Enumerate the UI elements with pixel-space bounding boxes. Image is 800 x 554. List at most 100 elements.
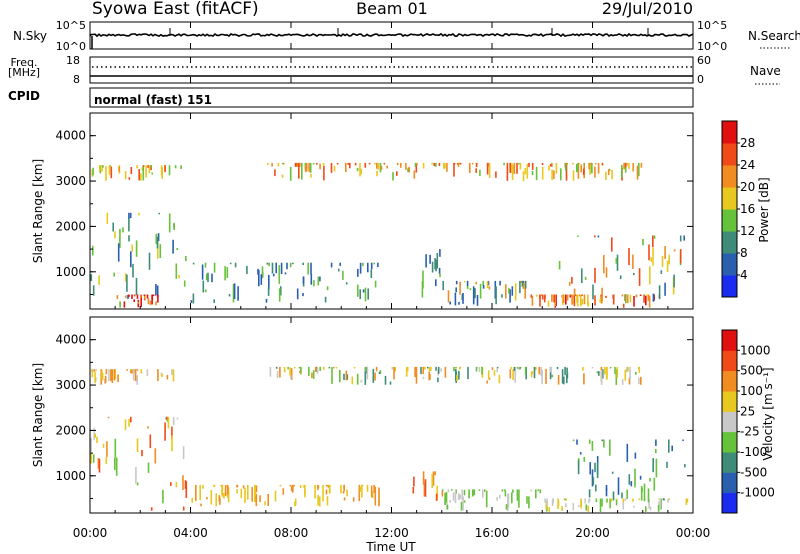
range-gate-cell	[92, 167, 94, 176]
range-gate-cell	[357, 268, 359, 277]
range-gate-cell	[657, 504, 660, 512]
range-gate-cell	[128, 177, 131, 180]
range-gate-cell	[364, 287, 367, 302]
range-gate-cell	[147, 297, 150, 305]
range-gate-cell	[274, 169, 276, 177]
range-gate-cell	[469, 288, 472, 291]
range-gate-cell	[435, 279, 437, 287]
range-gate-cell	[299, 162, 301, 167]
range-gate-cell	[126, 274, 128, 292]
freq-tick-top: 18	[66, 54, 80, 67]
range-gate-cell	[487, 280, 490, 286]
range-gate-cell	[658, 501, 660, 507]
range-gate-cell	[566, 162, 569, 165]
range-gate-cell	[633, 505, 635, 508]
range-gate-cell	[129, 212, 132, 219]
range-gate-cell	[486, 281, 489, 289]
y-tick-label: 1000	[55, 265, 86, 279]
range-gate-cell	[322, 162, 325, 166]
range-gate-cell	[572, 162, 574, 165]
range-gate-cell	[528, 496, 530, 509]
range-gate-cell	[307, 262, 309, 275]
range-gate-cell	[607, 169, 610, 176]
range-gate-cell	[130, 167, 133, 175]
range-gate-cell	[517, 366, 520, 370]
range-gate-cell	[333, 165, 336, 172]
range-gate-cell	[364, 366, 367, 372]
range-gate-cell	[269, 366, 272, 377]
range-gate-cell	[601, 498, 603, 507]
range-gate-cell	[135, 240, 138, 257]
velocity-colorbar: 1000 500 100 25 -25 -100 -500 -1000	[721, 329, 775, 514]
range-gate-cell	[294, 501, 296, 507]
range-gate-cell	[391, 366, 394, 370]
nsearch-tick-top: 10^5	[697, 19, 727, 32]
range-gate-cell	[260, 274, 263, 285]
range-gate-cell	[141, 450, 143, 457]
range-gate-cell	[564, 162, 567, 171]
range-gate-cell	[652, 458, 654, 473]
colorbar-swatch	[722, 431, 737, 453]
range-gate-cell	[271, 162, 273, 167]
range-gate-cell	[583, 373, 585, 385]
range-gate-cell	[289, 367, 291, 376]
range-gate-cell	[271, 262, 274, 274]
range-gate-cell	[582, 366, 584, 371]
range-gate-cell	[617, 477, 620, 495]
range-gate-cell	[356, 168, 359, 172]
range-gate-cell	[604, 366, 606, 375]
range-gate-cell	[505, 504, 508, 510]
range-gate-cell	[459, 162, 462, 165]
range-gate-cell	[630, 481, 633, 487]
range-gate-cell	[557, 500, 560, 506]
range-gate-cell	[545, 368, 547, 385]
range-gate-cell	[296, 162, 298, 167]
range-gate-cell	[301, 162, 303, 180]
range-gate-cell	[509, 162, 511, 173]
range-gate-cell	[370, 485, 373, 498]
range-gate-cell	[185, 256, 187, 262]
range-gate-cell	[304, 490, 306, 498]
range-gate-cell	[378, 487, 380, 507]
range-gate-cell	[281, 162, 284, 165]
range-gate-cell	[589, 462, 591, 475]
range-gate-cell	[533, 366, 536, 379]
range-gate-cell	[284, 272, 287, 275]
range-gate-cell	[531, 171, 534, 176]
range-gate-cell	[133, 294, 136, 297]
range-gate-cell	[535, 489, 537, 499]
date-title: 29/Jul/2010	[602, 0, 693, 18]
range-gate-cell	[437, 377, 439, 383]
range-gate-cell	[114, 231, 116, 239]
range-gate-cell	[345, 282, 348, 285]
range-gate-cell	[557, 374, 560, 385]
range-gate-cell	[396, 162, 399, 165]
range-gate-cell	[587, 505, 589, 512]
range-gate-cell	[106, 441, 108, 457]
range-gate-cell	[136, 375, 138, 385]
range-gate-cell	[304, 164, 307, 173]
range-gate-cell	[279, 366, 281, 378]
range-gate-cell	[456, 375, 458, 382]
range-gate-cell	[289, 166, 292, 181]
range-gate-cell	[151, 297, 153, 305]
range-gate-cell	[365, 366, 368, 374]
range-gate-cell	[566, 294, 569, 301]
range-gate-cell	[479, 283, 482, 299]
range-gate-cell	[124, 419, 127, 431]
range-gate-cell	[565, 294, 567, 305]
range-gate-cell	[509, 289, 511, 303]
range-gate-cell	[328, 366, 331, 369]
range-gate-cell	[444, 492, 446, 505]
range-gate-cell	[621, 294, 624, 297]
range-gate-cell	[130, 369, 133, 371]
range-gate-cell	[628, 474, 631, 485]
range-gate-cell	[289, 262, 292, 268]
power-colorbar-label: Power [dB]	[757, 177, 771, 242]
range-gate-cell	[594, 267, 596, 283]
range-gate-cell	[510, 366, 513, 370]
range-gate-cell	[455, 366, 457, 369]
range-gate-cell	[571, 276, 573, 284]
range-gate-cell	[106, 212, 109, 224]
range-gate-cell	[600, 366, 603, 371]
